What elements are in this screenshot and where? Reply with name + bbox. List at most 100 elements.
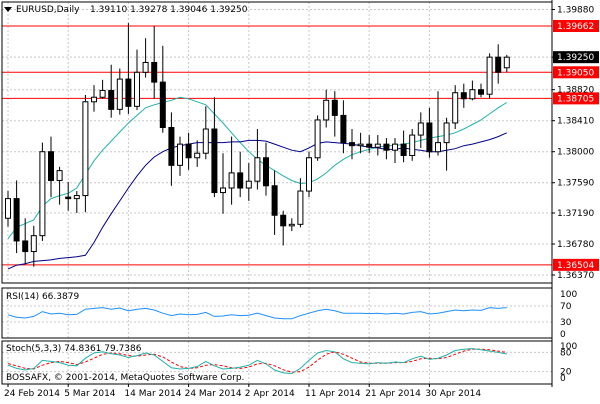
- candle-body-bear: [426, 122, 433, 153]
- candle[interactable]: [56, 166, 63, 205]
- candle[interactable]: [254, 129, 261, 190]
- candle-body-bear: [13, 198, 20, 242]
- candle-body-bear: [340, 114, 347, 144]
- candle[interactable]: [125, 23, 132, 114]
- candle[interactable]: [211, 97, 218, 198]
- candle[interactable]: [383, 138, 390, 160]
- candle[interactable]: [151, 26, 158, 99]
- y-tick-label: 1.36370: [557, 271, 594, 281]
- candle[interactable]: [39, 142, 46, 241]
- candle-body-bear: [400, 143, 407, 156]
- candle[interactable]: [460, 83, 467, 108]
- candle-body-bull: [56, 170, 63, 181]
- candle-body-bull: [134, 71, 140, 107]
- candle[interactable]: [297, 178, 304, 228]
- candle[interactable]: [22, 218, 29, 265]
- candle[interactable]: [417, 112, 424, 148]
- candle[interactable]: [495, 44, 502, 84]
- candle[interactable]: [228, 136, 235, 205]
- candle[interactable]: [452, 85, 459, 130]
- candle-body-bull: [323, 99, 330, 121]
- candle-body-bear: [168, 127, 175, 166]
- candle[interactable]: [177, 136, 183, 176]
- y-tick-label: 1.36780: [557, 240, 594, 250]
- candle[interactable]: [65, 181, 72, 211]
- candle[interactable]: [478, 83, 484, 98]
- ohlc-readout: 1.39110 1.39278 1.39046 1.39250: [90, 5, 248, 15]
- candle[interactable]: [108, 64, 115, 118]
- candle[interactable]: [331, 91, 338, 137]
- candle[interactable]: [202, 106, 209, 160]
- candle[interactable]: [443, 117, 450, 171]
- candle-body-bear: [263, 157, 269, 187]
- candle[interactable]: [91, 85, 97, 112]
- candle[interactable]: [306, 151, 312, 198]
- candle[interactable]: [142, 38, 149, 78]
- candle-body-bull: [39, 151, 46, 237]
- y-tick-label: 1.37590: [557, 179, 594, 189]
- candle[interactable]: [116, 68, 123, 115]
- candle[interactable]: [73, 191, 80, 213]
- candle[interactable]: [99, 79, 106, 99]
- candle-body-bull: [82, 101, 89, 197]
- rsi-title: RSI(14) 66.3879: [6, 292, 79, 302]
- candle[interactable]: [314, 115, 321, 161]
- candle[interactable]: [48, 136, 54, 198]
- candle[interactable]: [374, 135, 381, 156]
- candle-body-bear: [271, 185, 278, 216]
- candle[interactable]: [185, 132, 192, 170]
- candle[interactable]: [159, 45, 166, 133]
- candle[interactable]: [288, 218, 295, 232]
- candle-body-bear: [280, 214, 287, 227]
- candle[interactable]: [340, 100, 347, 154]
- candle[interactable]: [366, 135, 373, 154]
- candle-body-bull: [202, 128, 209, 154]
- candle-body-bear: [159, 81, 166, 129]
- candle[interactable]: [357, 132, 364, 154]
- candle[interactable]: [323, 89, 330, 128]
- level-price-tag: [553, 92, 599, 105]
- candle-body-bull: [194, 152, 201, 159]
- candles: [5, 23, 510, 267]
- candle[interactable]: [400, 130, 407, 163]
- candle[interactable]: [168, 112, 175, 186]
- candle-body-bull: [469, 89, 476, 100]
- stoch-title: Stoch(5,3,3) 74.8361 79.7386: [6, 344, 142, 354]
- candle[interactable]: [13, 180, 20, 254]
- level-price-tag: [553, 258, 599, 271]
- x-tick-label: 24 Feb 2014: [4, 389, 60, 399]
- candle[interactable]: [82, 94, 89, 213]
- candle[interactable]: [194, 140, 201, 167]
- candle[interactable]: [245, 163, 252, 201]
- candle[interactable]: [5, 191, 11, 227]
- candle-body-bear: [48, 151, 54, 181]
- candle[interactable]: [263, 142, 269, 196]
- candle[interactable]: [503, 54, 510, 73]
- candle[interactable]: [271, 170, 278, 235]
- candle[interactable]: [469, 80, 476, 101]
- candle[interactable]: [486, 53, 493, 99]
- candle[interactable]: [30, 225, 37, 267]
- candle-body-bull: [73, 195, 80, 200]
- candle[interactable]: [280, 210, 287, 246]
- candle[interactable]: [134, 49, 140, 111]
- candle-body-bull: [314, 119, 321, 159]
- y-tick-label: 1.38410: [557, 117, 594, 127]
- candle-body-bull: [91, 96, 97, 103]
- candle[interactable]: [220, 153, 226, 214]
- candle[interactable]: [349, 129, 355, 160]
- candle-body-bull: [417, 122, 424, 136]
- candle[interactable]: [426, 107, 433, 158]
- candle-body-bear: [495, 56, 502, 73]
- candle[interactable]: [237, 151, 244, 198]
- level-price-label: 1.39662: [557, 22, 594, 32]
- candle[interactable]: [409, 129, 416, 161]
- candle-body-bull: [297, 190, 304, 225]
- candle[interactable]: [392, 138, 398, 164]
- level-price-label: 1.36504: [557, 261, 594, 271]
- candle-body-bear: [211, 128, 218, 194]
- candle-body-bull: [392, 143, 398, 151]
- candle[interactable]: [435, 91, 441, 156]
